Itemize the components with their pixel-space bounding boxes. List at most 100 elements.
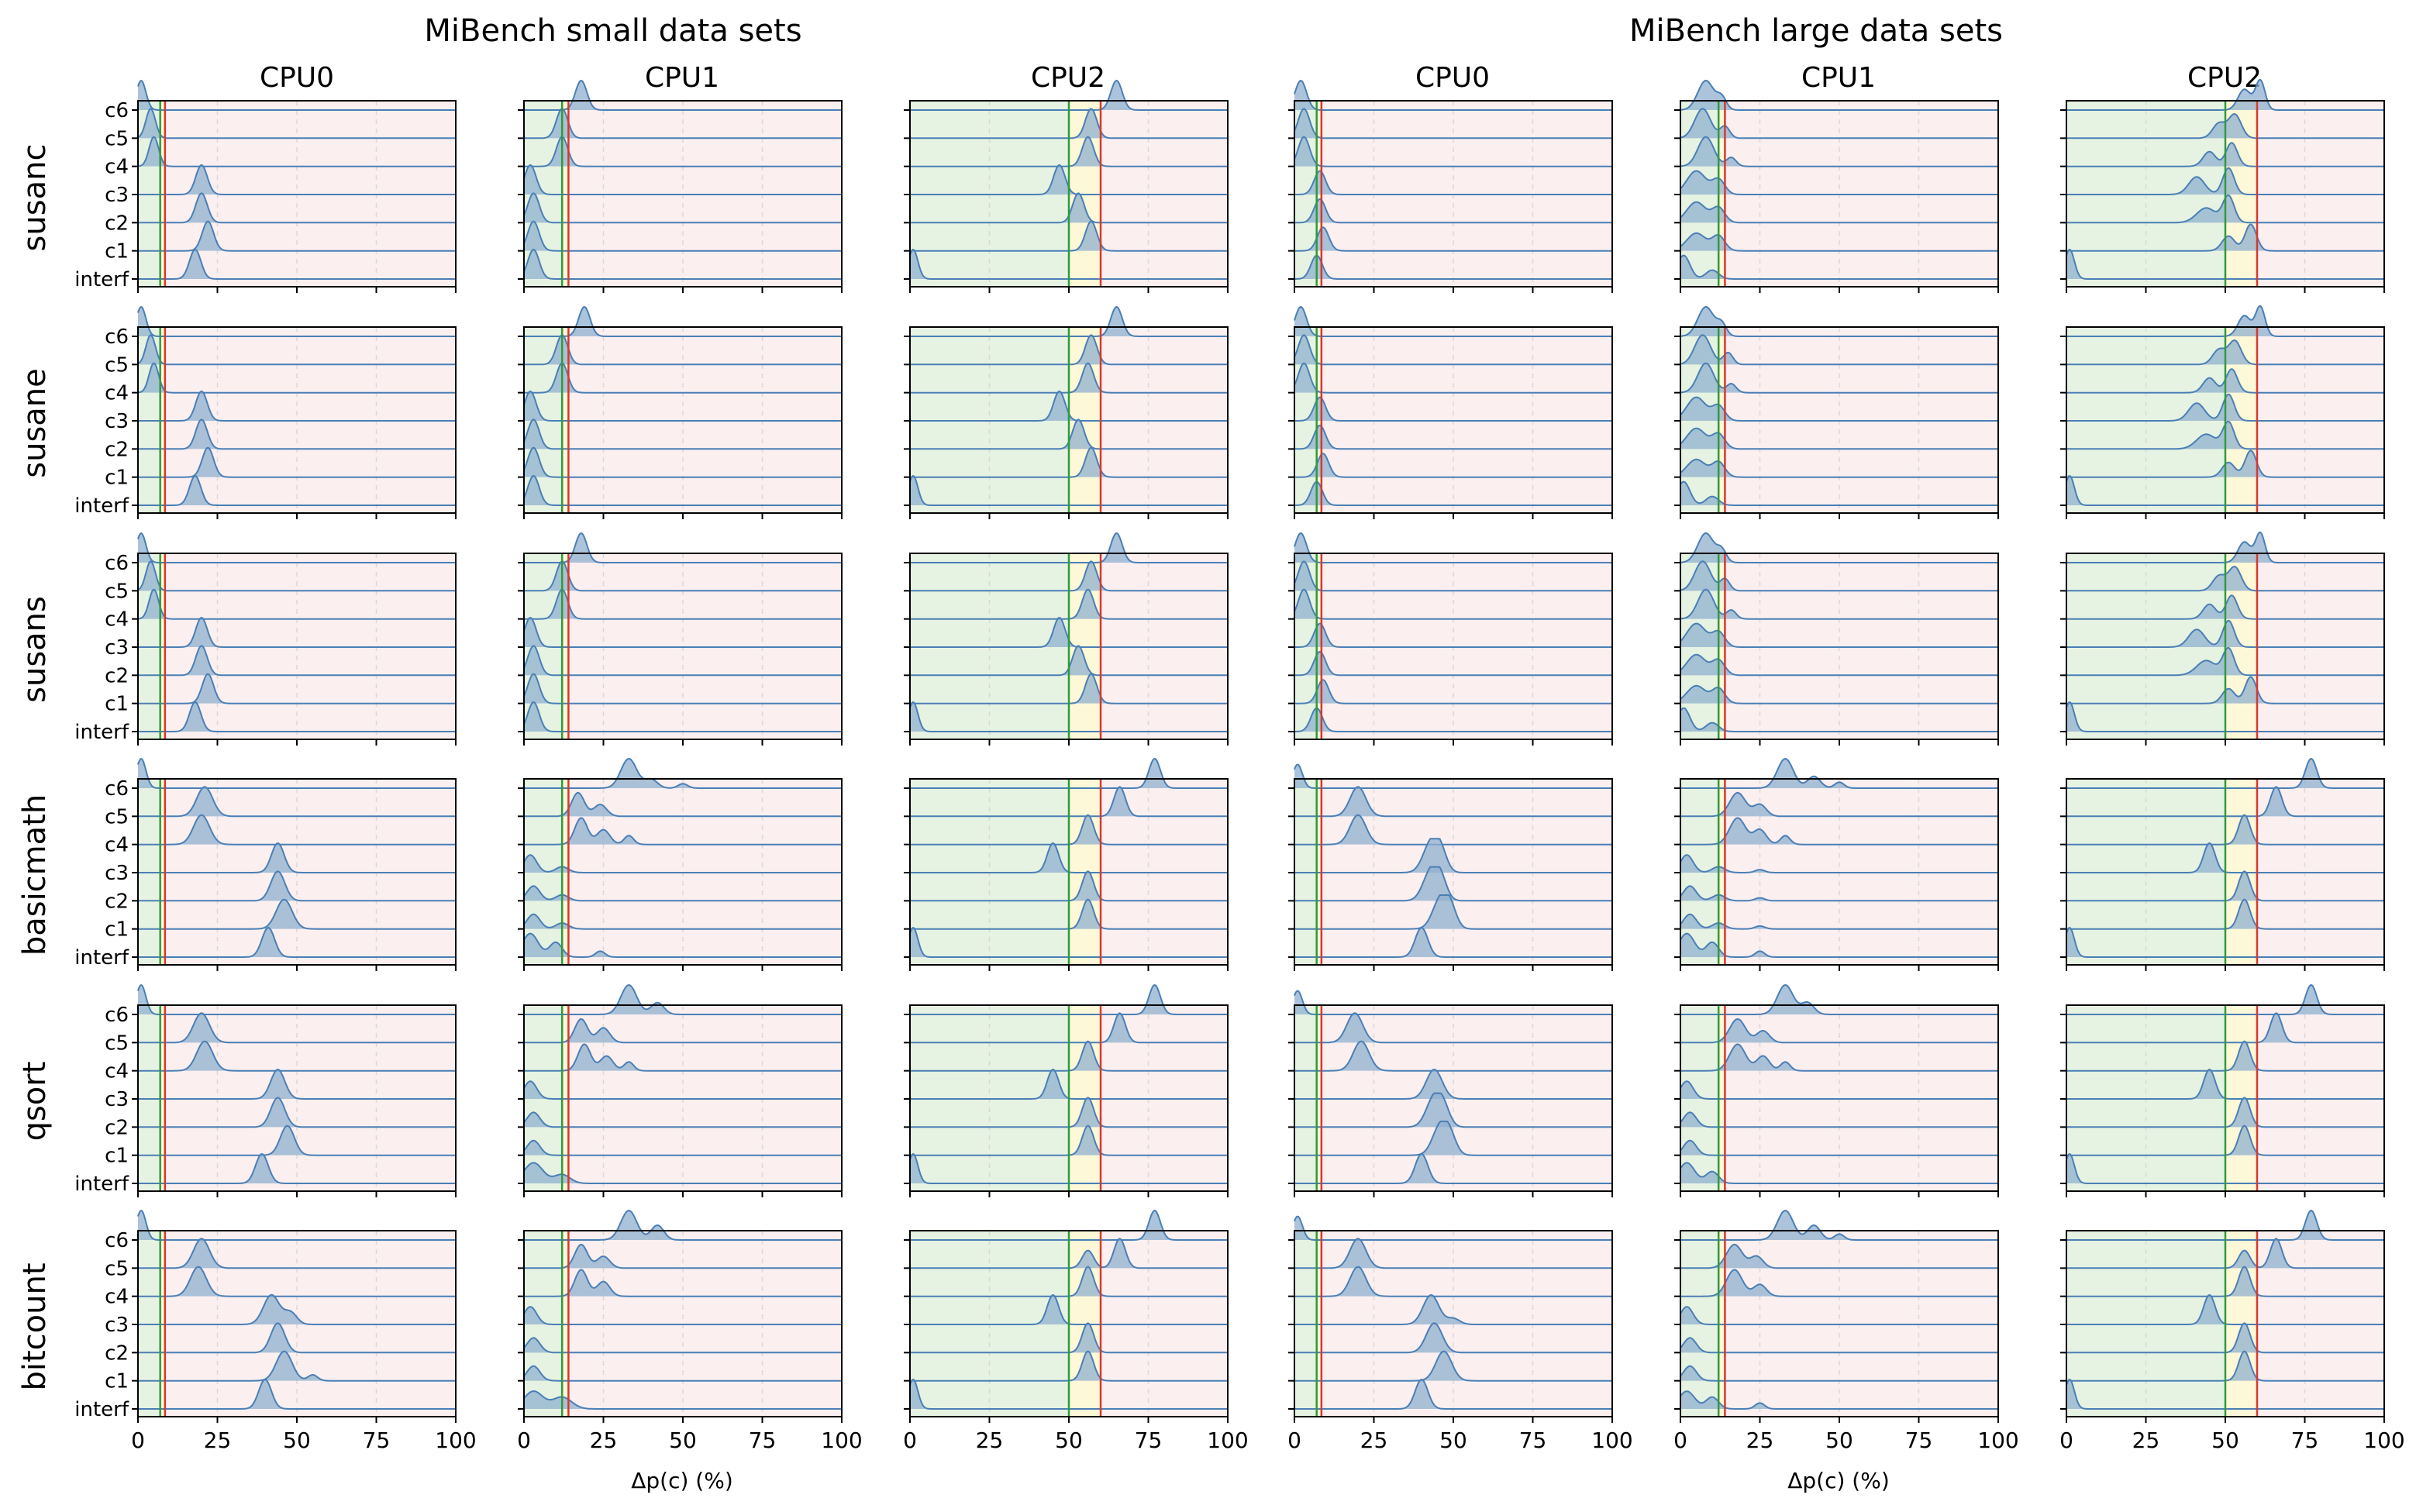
- y-tick-label: c3: [105, 862, 129, 885]
- x-tick-label: 25: [2132, 1428, 2160, 1453]
- panel: [2060, 78, 2385, 293]
- density-fill: [524, 914, 842, 929]
- density-line: [1680, 560, 1998, 592]
- y-tick-label: c3: [105, 184, 129, 207]
- density-line: [138, 645, 456, 677]
- density-line: [523, 1390, 842, 1410]
- x-tick-label: 100: [1591, 1428, 1632, 1453]
- density-fill: [1680, 1044, 1998, 1071]
- density-line: [1680, 396, 1998, 422]
- density-line: [523, 418, 842, 450]
- panel: [518, 983, 843, 1197]
- density-line: [524, 791, 842, 818]
- density-fill: [524, 136, 842, 167]
- x-tick-label: 0: [1287, 1428, 1301, 1453]
- density-line: [1680, 1111, 1998, 1128]
- density-line: [1294, 362, 1612, 394]
- panel: [904, 305, 1229, 519]
- density-fill: [2066, 1211, 2384, 1240]
- density-line: [1680, 653, 1998, 677]
- density-fill: [138, 1238, 456, 1269]
- density-line: [138, 220, 456, 252]
- density-fill: [1680, 232, 1998, 251]
- density-fill: [1294, 397, 1612, 421]
- y-tick-label: c1: [105, 918, 129, 942]
- density-fill: [138, 1294, 456, 1324]
- density-line: [1294, 1040, 1612, 1072]
- density-line: [523, 1306, 842, 1325]
- x-tick-label: 100: [1977, 1428, 2018, 1453]
- density-fill: [1294, 198, 1612, 223]
- density-fill: [1294, 1013, 1612, 1043]
- x-tick-label: 0: [903, 1428, 917, 1453]
- density-line: [524, 79, 842, 111]
- density-line: [137, 108, 456, 139]
- density-fill: [1680, 80, 1998, 110]
- density-fill: [138, 1013, 456, 1043]
- column-title: CPU2: [1031, 62, 1105, 94]
- density-line: [1680, 1337, 1998, 1354]
- density-line: [137, 79, 456, 111]
- panel: c6 c5 c4 c3 c2 c1 interf: [74, 757, 457, 971]
- y-tick-label: interf: [74, 268, 129, 291]
- density-fill: [138, 646, 456, 676]
- density-fill: [2066, 759, 2384, 788]
- x-tick-label: 25: [1360, 1428, 1388, 1453]
- density-line: [1680, 1243, 1998, 1269]
- density-fill: [524, 792, 842, 817]
- panel: c6 c5 c4 c3 c2 c1 interf: [74, 983, 457, 1197]
- density-line: [137, 1209, 456, 1241]
- row-titles: susanc susane susans basicmath qsort bit…: [17, 144, 53, 1391]
- x-tick-label: 100: [821, 1428, 862, 1453]
- density-line: [1294, 1121, 1612, 1156]
- density-fill: [138, 193, 456, 223]
- x-tick-label: 50: [669, 1428, 697, 1453]
- density-line: [138, 474, 456, 506]
- density-line: [523, 446, 842, 478]
- density-line: [1680, 480, 1998, 506]
- density-line: [1294, 1238, 1612, 1269]
- density-fill: [1294, 708, 1612, 732]
- y-tick-label: c4: [105, 834, 129, 857]
- density-line: [1294, 136, 1612, 167]
- density-line: [137, 757, 456, 789]
- panel: [1674, 305, 1999, 519]
- density-line: [1680, 684, 1998, 704]
- density-line: [524, 757, 842, 789]
- density-line: [1294, 532, 1612, 563]
- y-tick-label: c2: [105, 212, 129, 235]
- density-fill: [524, 363, 842, 393]
- panel: [1674, 79, 1999, 293]
- density-line: [523, 616, 842, 648]
- y-tick-label: c2: [105, 890, 129, 913]
- density-fill: [1294, 815, 1612, 845]
- density-line: [138, 1378, 456, 1410]
- row-title: qsort: [17, 1062, 53, 1142]
- density-line: [138, 786, 456, 818]
- density-line: [524, 1043, 842, 1072]
- y-tick-label: c2: [105, 664, 129, 687]
- row-title: basicmath: [17, 794, 53, 956]
- y-tick-label: c1: [105, 693, 129, 716]
- density-line: [1294, 786, 1612, 818]
- density-line: [1294, 894, 1612, 930]
- density-fill: [1294, 895, 1612, 929]
- x-tick-label: 50: [1439, 1428, 1467, 1453]
- x-tick-label: 75: [1135, 1428, 1163, 1453]
- density-line: [1294, 1012, 1612, 1044]
- y-tick-label: c1: [105, 240, 129, 263]
- density-line: [1294, 305, 1612, 337]
- y-tick-label: c2: [105, 438, 129, 461]
- density-line: [523, 1080, 842, 1100]
- density-line: [1680, 983, 1998, 1015]
- y-tick-label: c5: [105, 580, 129, 603]
- density-line: [1294, 1092, 1612, 1128]
- panel: [518, 532, 843, 746]
- density-line: [523, 1162, 842, 1184]
- density-line: [1680, 932, 1998, 958]
- density-fill: [1294, 680, 1612, 704]
- y-tick-label: c3: [105, 1314, 129, 1337]
- density-line: [1294, 108, 1612, 139]
- x-tick-label: 0: [131, 1428, 145, 1453]
- density-line: [524, 362, 842, 394]
